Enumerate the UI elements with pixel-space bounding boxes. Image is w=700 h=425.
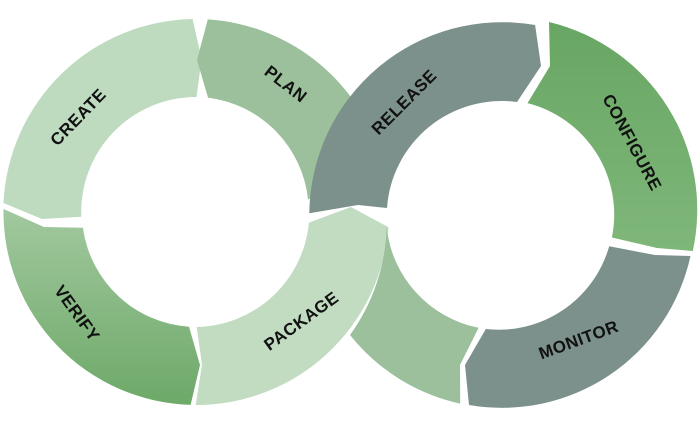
verify-segment (3, 209, 201, 405)
release-segment (309, 22, 541, 214)
lower-connector-segment (350, 227, 479, 404)
create-segment (3, 19, 202, 219)
configure-segment (527, 22, 698, 251)
package-segment (195, 207, 389, 406)
monitor-segment (465, 246, 691, 408)
